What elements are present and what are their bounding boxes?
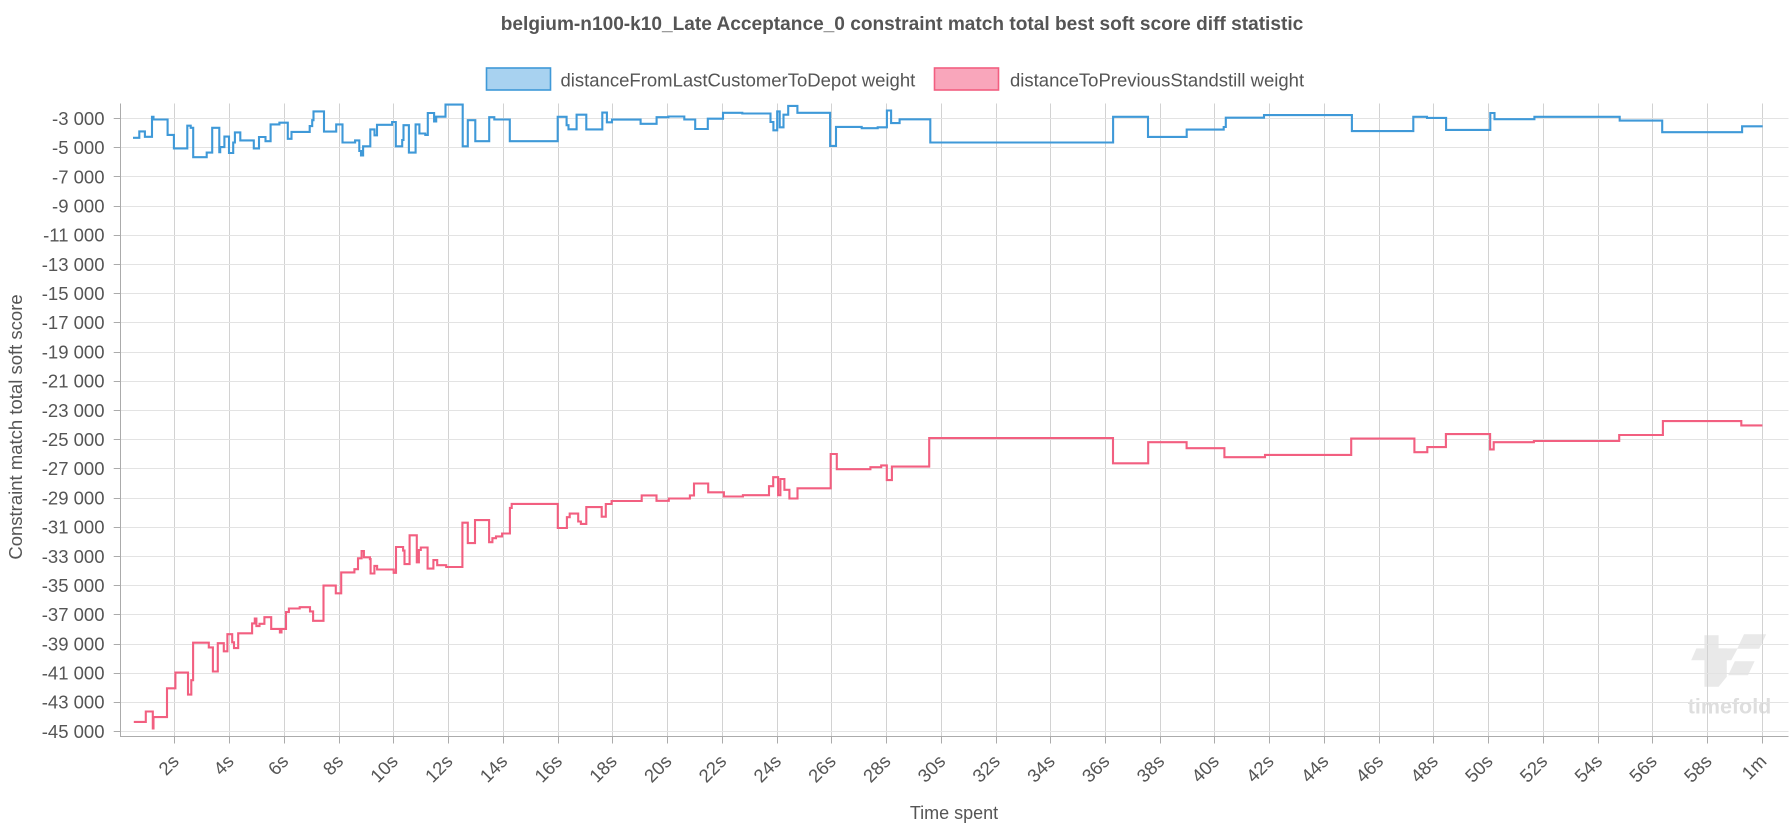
svg-text:distanceToPreviousStandstill w: distanceToPreviousStandstill weight [1010, 70, 1304, 91]
svg-text:-35 000: -35 000 [42, 575, 105, 596]
svg-text:-21 000: -21 000 [42, 371, 105, 392]
svg-text:-27 000: -27 000 [42, 458, 105, 479]
svg-text:-19 000: -19 000 [42, 341, 105, 362]
svg-text:Time spent: Time spent [910, 803, 998, 823]
svg-text:Constraint match total soft sc: Constraint match total soft score [5, 294, 26, 559]
svg-text:-3 000: -3 000 [52, 108, 104, 129]
svg-text:-37 000: -37 000 [42, 604, 105, 625]
svg-text:-17 000: -17 000 [42, 312, 105, 333]
svg-text:distanceFromLastCustomerToDepo: distanceFromLastCustomerToDepot weight [561, 70, 916, 91]
svg-text:-23 000: -23 000 [42, 400, 105, 421]
svg-text:-5 000: -5 000 [52, 137, 104, 158]
svg-text:belgium-n100-k10_Late Acceptan: belgium-n100-k10_Late Acceptance_0 const… [501, 14, 1304, 35]
svg-text:-7 000: -7 000 [52, 166, 104, 187]
svg-text:timefold: timefold [1688, 695, 1772, 719]
svg-text:-11 000: -11 000 [43, 225, 104, 246]
svg-text:-31 000: -31 000 [42, 517, 105, 538]
svg-text:-41 000: -41 000 [42, 663, 105, 684]
svg-text:-29 000: -29 000 [42, 487, 105, 508]
svg-text:-43 000: -43 000 [42, 692, 105, 713]
svg-text:-13 000: -13 000 [42, 254, 105, 275]
svg-text:-9 000: -9 000 [52, 196, 104, 217]
svg-text:-45 000: -45 000 [42, 721, 105, 742]
svg-text:-33 000: -33 000 [42, 546, 105, 567]
svg-text:-25 000: -25 000 [42, 429, 105, 450]
svg-text:-15 000: -15 000 [42, 283, 105, 304]
svg-text:-39 000: -39 000 [42, 633, 105, 654]
